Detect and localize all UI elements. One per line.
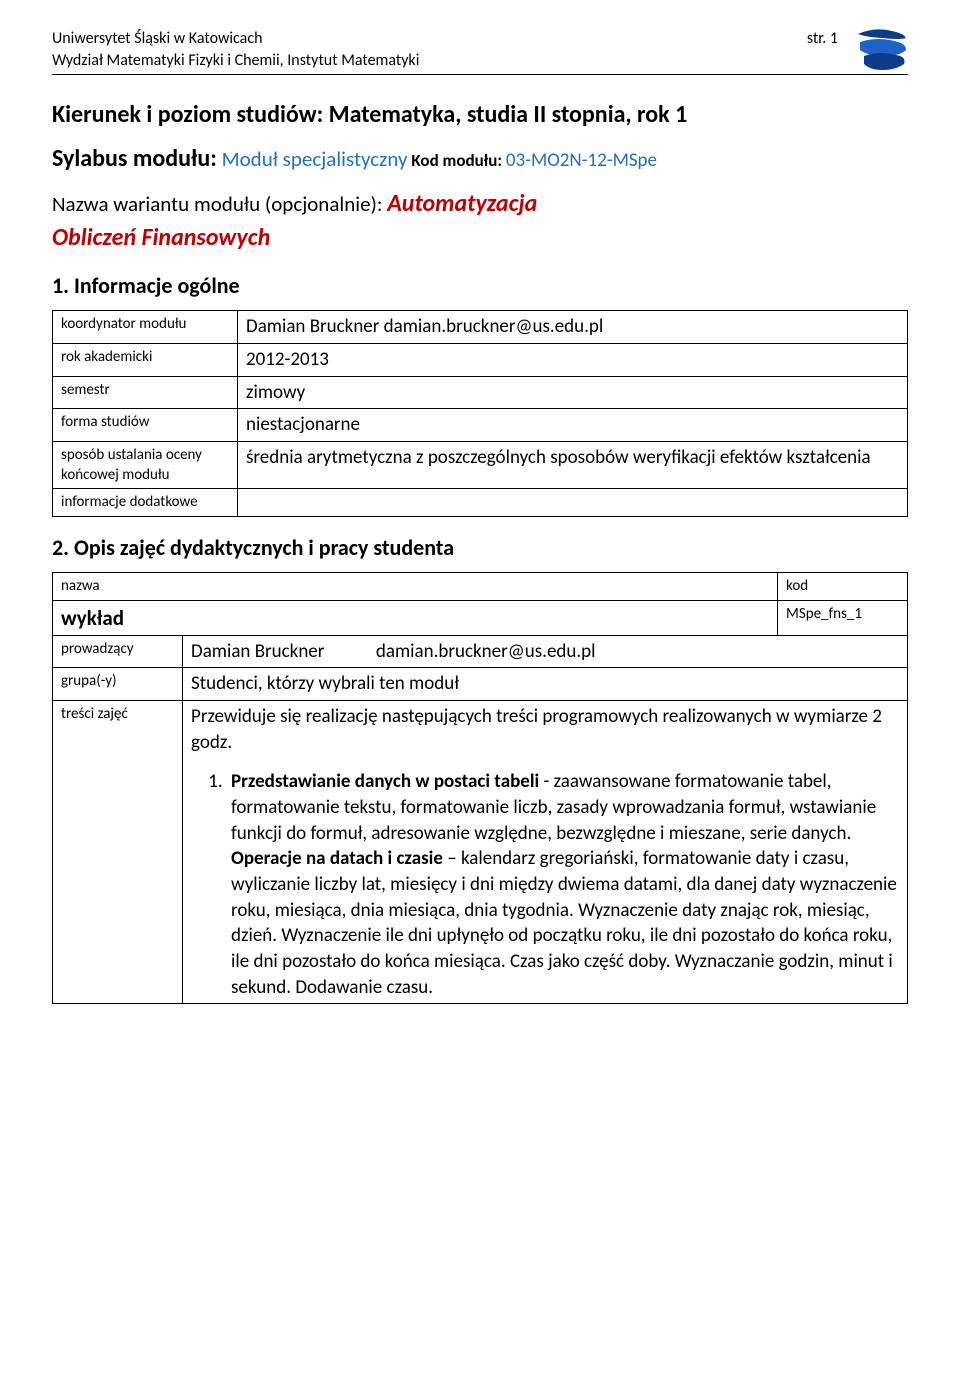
page-number: str. 1	[807, 28, 838, 50]
kierunek-value: Matematyka, studia II stopnia, rok 1	[323, 100, 687, 129]
info-label: informacje dodatkowe	[53, 489, 238, 516]
tresci-intro: Przewiduje się realizację następujących …	[191, 704, 899, 755]
table-row: wykład MSpe_fns_1	[53, 600, 908, 635]
table-row: grupa(-y) Studenci, którzy wybrali ten m…	[53, 668, 908, 701]
wyklad-value: wykład	[53, 600, 778, 635]
kod-col-label: kod	[778, 573, 908, 600]
university-logo-icon	[856, 26, 908, 72]
nazwa-label: nazwa	[53, 573, 778, 600]
info-label: sposób ustalania oceny końcowej modułu	[53, 441, 238, 489]
wyklad-kod: MSpe_fns_1	[778, 600, 908, 635]
section-1-heading: 1. Informacje ogólne	[52, 271, 908, 301]
variant-line-1: Nazwa wariantu modułu (opcjonalnie): Aut…	[52, 188, 908, 220]
sylabus-module: Moduł specjalistyczny	[217, 146, 408, 172]
table-row: koordynator modułu Damian Bruckner damia…	[53, 311, 908, 344]
info-value: zimowy	[238, 376, 908, 409]
item1-title: Przedstawianie danych w postaci tabeli	[231, 770, 539, 793]
faculty-name: Wydział Matematyki Fizyki i Chemii, Inst…	[52, 50, 419, 72]
table-row: sposób ustalania oceny końcowej modułu ś…	[53, 441, 908, 489]
university-name: Uniwersytet Śląski w Katowicach	[52, 28, 419, 50]
info-value: średnia arytmetyczna z poszczególnych sp…	[238, 441, 908, 489]
kod-label: Kod modułu:	[408, 150, 506, 171]
grupa-value: Studenci, którzy wybrali ten moduł	[183, 668, 908, 701]
tresci-label: treści zajęć	[53, 701, 183, 1004]
info-value: Damian Bruckner damian.bruckner@us.edu.p…	[238, 311, 908, 344]
info-value: 2012-2013	[238, 343, 908, 376]
table-row: semestr zimowy	[53, 376, 908, 409]
tresci-list: Przedstawianie danych w postaci tabeli -…	[191, 769, 899, 1000]
variant-value-1: Automatyzacja	[387, 189, 537, 218]
prowadzacy-value: Damian Bruckner damian.bruckner@us.edu.p…	[183, 635, 908, 668]
table-row: nazwa kod	[53, 573, 908, 600]
header-left: Uniwersytet Śląski w Katowicach Wydział …	[52, 28, 419, 71]
info-value	[238, 489, 908, 516]
table-row: treści zajęć Przewiduje się realizację n…	[53, 701, 908, 1004]
variant-line-2: Obliczeń Finansowych	[52, 222, 908, 254]
kierunek-line: Kierunek i poziom studiów: Matematyka, s…	[52, 99, 908, 131]
kierunek-label: Kierunek i poziom studiów:	[52, 100, 323, 129]
section-2-heading: 2. Opis zajęć dydaktycznych i pracy stud…	[52, 533, 908, 563]
table-row: rok akademicki 2012-2013	[53, 343, 908, 376]
info-label: forma studiów	[53, 409, 238, 442]
variant-label: Nazwa wariantu modułu (opcjonalnie):	[52, 191, 387, 217]
info-table: koordynator modułu Damian Bruckner damia…	[52, 310, 908, 516]
page-header: Uniwersytet Śląski w Katowicach Wydział …	[52, 28, 908, 75]
variant-value-2: Obliczeń Finansowych	[52, 223, 270, 252]
sylabus-label: Sylabus modułu:	[52, 144, 217, 173]
info-label: koordynator modułu	[53, 311, 238, 344]
table-row: informacje dodatkowe	[53, 489, 908, 516]
sylabus-line: Sylabus modułu: Moduł specjalistyczny Ko…	[52, 143, 908, 175]
info-value: niestacjonarne	[238, 409, 908, 442]
info-label: rok akademicki	[53, 343, 238, 376]
grupa-label: grupa(-y)	[53, 668, 183, 701]
prowadzacy-label: prowadzący	[53, 635, 183, 668]
list-item: Przedstawianie danych w postaci tabeli -…	[227, 769, 899, 1000]
title-block: Kierunek i poziom studiów: Matematyka, s…	[52, 99, 908, 255]
description-table: nazwa kod wykład MSpe_fns_1 prowadzący D…	[52, 572, 908, 1004]
kod-value: 03-MO2N-12-MSpe	[506, 149, 657, 172]
header-right: str. 1	[807, 28, 908, 72]
tresci-content: Przewiduje się realizację następujących …	[183, 701, 908, 1004]
table-row: forma studiów niestacjonarne	[53, 409, 908, 442]
info-label: semestr	[53, 376, 238, 409]
item1-op-title: Operacje na datach i czasie	[231, 847, 443, 870]
table-row: prowadzący Damian Bruckner damian.bruckn…	[53, 635, 908, 668]
